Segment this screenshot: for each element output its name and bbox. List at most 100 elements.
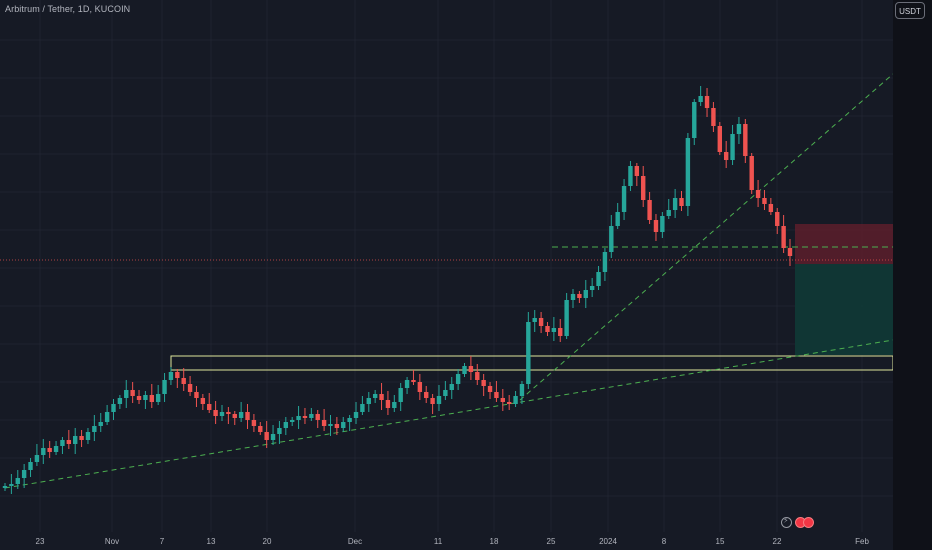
candle-body	[104, 412, 110, 422]
candle	[168, 367, 174, 385]
candle-body	[289, 420, 295, 422]
candle	[213, 401, 218, 424]
candle	[66, 430, 72, 449]
candle	[609, 215, 614, 258]
candle-body	[328, 424, 333, 426]
candle-body	[213, 410, 218, 416]
candle-body	[73, 436, 78, 444]
candle-body	[2, 486, 8, 488]
dividend-icon[interactable]	[803, 517, 814, 528]
candle	[353, 402, 359, 424]
candle-body	[589, 286, 595, 290]
candle	[538, 312, 544, 333]
steep-trendline[interactable]	[519, 73, 893, 401]
candle	[392, 395, 397, 412]
candle	[615, 203, 620, 229]
candle-body	[628, 166, 633, 186]
candle-body	[124, 390, 129, 398]
candle	[577, 291, 582, 303]
candle	[85, 428, 91, 444]
candle-body	[283, 422, 289, 428]
currency-button[interactable]: USDT	[895, 2, 925, 19]
candle	[749, 153, 754, 194]
candle	[73, 428, 78, 454]
candle	[143, 391, 148, 409]
candle	[500, 389, 506, 411]
candle	[9, 474, 14, 494]
candle	[475, 364, 480, 385]
candle	[289, 417, 295, 426]
risk-zone[interactable]	[795, 224, 893, 264]
candle	[596, 266, 601, 290]
candle-body	[347, 418, 352, 422]
candle-body	[443, 390, 448, 396]
candle-body	[551, 328, 557, 332]
candle-body	[366, 398, 371, 404]
candle-body	[47, 448, 52, 452]
candle-body	[736, 124, 742, 134]
candle-body	[717, 126, 722, 152]
reward-zone[interactable]	[795, 264, 893, 355]
candle-body	[577, 294, 582, 298]
lower-trendline[interactable]	[4, 339, 893, 489]
candle	[79, 430, 84, 447]
candle-body	[385, 400, 391, 408]
price-chart[interactable]	[0, 0, 893, 532]
candle-body	[430, 398, 435, 404]
candle-body	[500, 398, 506, 402]
lightning-icon[interactable]	[781, 516, 792, 528]
candle-body	[238, 412, 244, 418]
candle-body	[768, 204, 774, 212]
candle-body	[506, 402, 512, 404]
candle	[730, 125, 735, 165]
candle-body	[749, 156, 754, 190]
candle	[181, 368, 186, 391]
candle	[660, 212, 665, 238]
candle-body	[704, 96, 710, 108]
candle-body	[660, 216, 665, 232]
candle	[175, 369, 180, 388]
time-axis-label: 13	[206, 537, 216, 546]
candle-body	[28, 462, 33, 470]
support-resistance-zone[interactable]	[170, 355, 893, 371]
candle	[621, 179, 627, 220]
candle	[545, 322, 550, 336]
candle	[787, 239, 793, 266]
price-axis[interactable]	[893, 0, 932, 550]
candle-body	[162, 380, 167, 394]
candle	[53, 441, 59, 455]
candle	[717, 122, 722, 155]
candle	[155, 385, 161, 405]
candle-body	[187, 384, 193, 392]
candle-body	[226, 412, 231, 414]
candle-body	[743, 124, 748, 156]
candle-body	[558, 328, 563, 336]
candle	[443, 381, 448, 400]
time-axis[interactable]: 23 Nov 7 13 20 Dec 11 18 25 2024 8 15 22 Feb	[0, 532, 893, 550]
candle-body	[175, 372, 180, 378]
candle	[449, 377, 454, 399]
candle	[360, 396, 365, 415]
candle-body	[775, 212, 780, 226]
candle-body	[755, 190, 761, 198]
candle-body	[481, 380, 486, 386]
candle	[15, 470, 20, 489]
candle	[258, 422, 263, 435]
candle	[698, 86, 703, 106]
candle-body	[117, 398, 123, 404]
candle-body	[487, 386, 493, 392]
time-axis-label: 2024	[599, 537, 617, 546]
candle	[762, 190, 767, 210]
candle-body	[404, 380, 410, 388]
time-axis-label: 18	[489, 537, 499, 546]
candle	[411, 370, 416, 385]
candle	[494, 381, 499, 402]
candle-body	[762, 198, 767, 204]
candle-body	[424, 392, 429, 398]
symbol-title[interactable]: Arbitrum / Tether, 1D, KUCOIN	[5, 4, 131, 14]
candle-body	[232, 414, 237, 418]
candle-body	[583, 290, 588, 298]
candle-body	[692, 102, 697, 138]
candle	[634, 163, 640, 186]
candle	[768, 198, 774, 215]
